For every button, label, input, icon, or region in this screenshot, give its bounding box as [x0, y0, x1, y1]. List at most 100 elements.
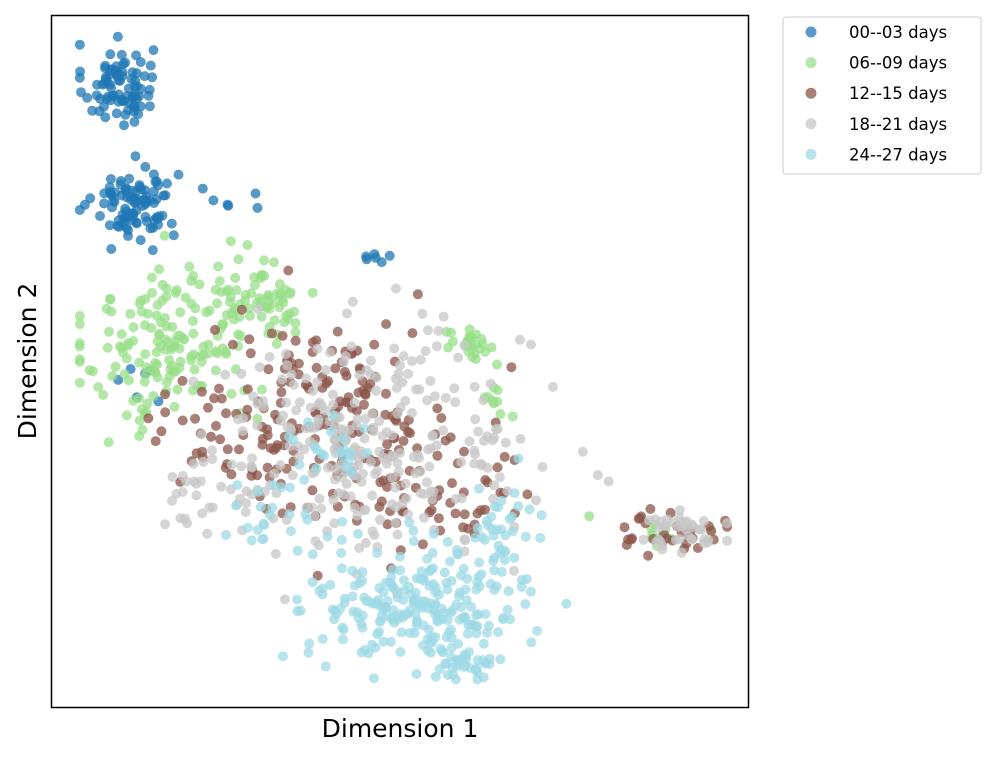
data-point	[275, 288, 285, 298]
data-point	[417, 539, 428, 550]
data-point	[154, 264, 165, 275]
data-point	[272, 440, 283, 451]
data-point	[134, 298, 145, 309]
data-point	[254, 362, 265, 373]
data-point	[320, 365, 331, 375]
data-point	[316, 503, 327, 514]
data-point	[247, 453, 257, 464]
data-point	[145, 60, 156, 71]
data-point	[150, 436, 161, 447]
data-point	[244, 334, 255, 345]
data-point	[203, 348, 214, 359]
data-point	[674, 534, 685, 545]
data-point	[357, 468, 368, 479]
data-point	[246, 535, 257, 546]
data-point	[480, 609, 491, 620]
data-point	[247, 462, 258, 473]
data-point	[492, 462, 503, 473]
data-point	[144, 84, 155, 95]
data-point	[494, 472, 505, 483]
data-point	[147, 72, 158, 83]
points-layer	[74, 31, 733, 685]
data-point	[258, 533, 269, 544]
data-point	[496, 544, 507, 555]
data-point	[403, 509, 413, 520]
data-point	[418, 573, 429, 584]
data-point	[474, 557, 485, 568]
data-point	[408, 525, 419, 536]
data-point	[347, 296, 358, 307]
data-point	[483, 620, 494, 631]
data-point	[330, 363, 341, 374]
data-point	[333, 488, 344, 499]
data-point	[119, 120, 129, 131]
data-point	[548, 381, 558, 392]
data-point	[357, 567, 368, 577]
data-point	[339, 444, 350, 455]
data-point	[470, 532, 481, 543]
data-point	[214, 276, 225, 287]
data-point	[207, 445, 217, 456]
data-point	[391, 585, 401, 596]
data-point	[242, 404, 253, 415]
data-point	[371, 385, 382, 396]
data-point	[395, 448, 405, 458]
data-point	[320, 661, 331, 672]
data-point	[425, 376, 436, 386]
data-point	[117, 95, 128, 106]
data-point	[207, 454, 218, 465]
data-point	[257, 384, 267, 395]
data-point	[471, 610, 482, 621]
data-point	[312, 445, 323, 456]
data-point	[98, 389, 109, 400]
data-point	[167, 472, 178, 482]
data-point	[330, 464, 341, 475]
data-point	[107, 202, 117, 213]
data-point	[676, 547, 687, 558]
data-point	[425, 564, 436, 575]
data-point	[136, 184, 147, 195]
data-point	[210, 324, 220, 335]
data-point	[396, 627, 407, 638]
data-point	[87, 105, 98, 116]
data-point	[349, 502, 360, 513]
data-point	[288, 379, 299, 390]
data-point	[492, 359, 502, 370]
data-point	[679, 517, 690, 528]
data-point	[135, 101, 146, 112]
data-point	[244, 310, 255, 321]
data-point	[269, 257, 279, 268]
data-point	[513, 501, 524, 512]
data-point	[292, 594, 302, 605]
data-point	[157, 279, 168, 290]
data-point	[213, 261, 224, 272]
data-point	[221, 408, 231, 419]
data-point	[424, 461, 435, 472]
data-point	[370, 469, 380, 480]
legend-item: 12--15 days	[805, 84, 947, 103]
data-point	[393, 466, 404, 477]
data-point	[507, 411, 518, 422]
data-point	[233, 414, 244, 425]
data-point	[112, 65, 123, 76]
data-point	[387, 614, 398, 625]
data-point	[173, 169, 184, 180]
data-point	[492, 423, 503, 434]
data-point	[292, 545, 303, 556]
data-point	[381, 388, 391, 399]
data-point	[310, 536, 321, 547]
data-point	[303, 417, 313, 428]
data-point	[95, 211, 105, 221]
data-point	[284, 509, 295, 520]
data-point	[255, 501, 266, 512]
data-point	[74, 39, 85, 50]
data-point	[186, 276, 197, 287]
data-point	[177, 375, 188, 386]
data-point	[683, 530, 694, 541]
data-point	[307, 577, 318, 588]
data-point	[242, 522, 253, 533]
data-point	[478, 395, 489, 406]
data-point	[643, 550, 654, 561]
data-point	[464, 333, 474, 343]
